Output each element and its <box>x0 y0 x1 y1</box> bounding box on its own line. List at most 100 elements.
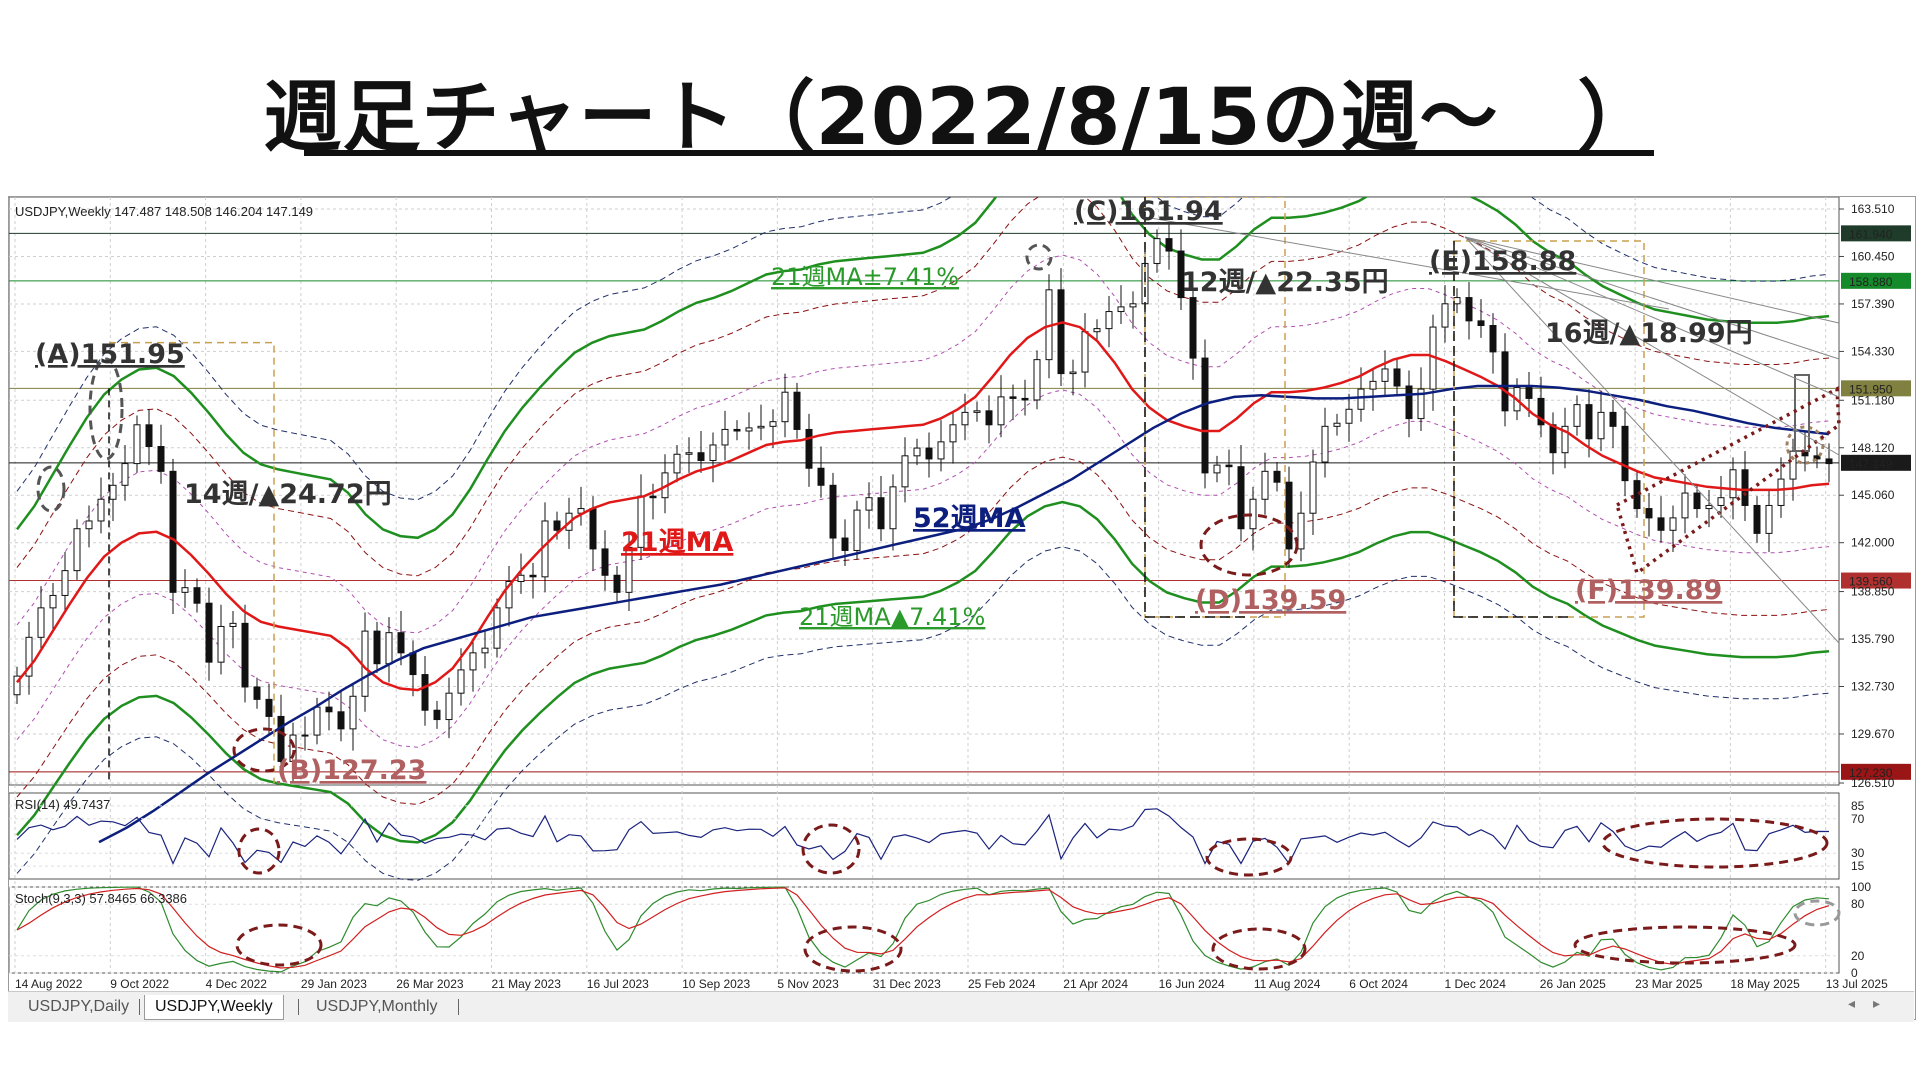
candle-body <box>517 574 525 582</box>
candle-body <box>1405 385 1413 420</box>
candle-body <box>313 706 321 736</box>
label-c-to-d: 12週/▲22.35円 <box>1181 267 1389 298</box>
marker-b <box>232 727 296 773</box>
stoch-marker <box>235 923 323 967</box>
annotation-e: (E)158.88 <box>1429 246 1576 277</box>
candle-body <box>805 428 813 469</box>
candle-body <box>1609 411 1617 427</box>
candle-body <box>601 548 609 576</box>
candle-body <box>1333 422 1341 427</box>
tab-separator <box>458 999 459 1015</box>
candle-body <box>793 391 801 430</box>
stoch-panel-frame <box>9 886 1840 974</box>
date-tick-label: 21 May 2023 <box>492 977 562 991</box>
label-ma52: 52週MA <box>913 503 1025 534</box>
level-label-bg <box>1841 572 1911 589</box>
chart-window[interactable]: 161.940 158.880 151.950 147.149 139.560 127.2… <box>8 196 1916 1022</box>
price-tick-label: 157.390 <box>1851 297 1895 311</box>
candle-body <box>505 580 513 609</box>
candle-body <box>1273 470 1281 483</box>
tab-usdjpy-weekly[interactable]: USDJPY,Weekly <box>144 995 284 1020</box>
candle-body <box>1705 504 1713 510</box>
date-tick-label: 29 Jan 2023 <box>301 977 367 991</box>
stoch-panel: 100 80 20 0 <box>9 880 1871 980</box>
candle-body <box>1033 359 1041 401</box>
candle-body <box>433 709 441 721</box>
label-ma21: 21週MA <box>621 527 733 558</box>
rsi-line <box>16 808 1830 865</box>
tab-usdjpy-daily[interactable]: USDJPY,Daily <box>28 998 130 1015</box>
candle-body <box>1261 470 1269 500</box>
candle-body <box>1813 455 1821 460</box>
candle-body <box>745 427 753 432</box>
candle-body <box>901 455 909 488</box>
price-tick-label: 148.120 <box>1851 441 1895 455</box>
candle-body <box>721 428 729 446</box>
level-label: 161.940 <box>1849 227 1893 241</box>
price-chart[interactable]: 161.940 158.880 151.950 147.149 139.560 127.2… <box>9 197 1915 991</box>
label-e-to-f: 16週/▲18.99円 <box>1545 318 1753 349</box>
candle-body <box>421 674 429 711</box>
candle-body <box>481 647 489 654</box>
candle-body <box>589 508 597 550</box>
stoch-tick-label: 100 <box>1851 880 1871 894</box>
candle-body <box>349 695 357 730</box>
marker-a <box>88 357 124 461</box>
candle-body <box>469 652 477 671</box>
candle-body <box>1693 492 1701 510</box>
candle-body <box>229 622 237 627</box>
candle-body <box>109 484 117 500</box>
date-tick-label: 25 Feb 2024 <box>968 977 1036 991</box>
trendline <box>1464 236 1840 360</box>
candle-body <box>829 484 837 539</box>
tab-usdjpy-monthly[interactable]: USDJPY,Monthly <box>316 998 438 1015</box>
moving-averages <box>16 321 1830 844</box>
candle-body <box>1009 396 1017 399</box>
rsi-marker <box>237 827 281 875</box>
candle-body <box>973 410 981 413</box>
candle-body <box>865 497 873 511</box>
candle-body <box>1573 404 1581 427</box>
candle-body <box>949 424 957 443</box>
date-tick-label: 4 Dec 2022 <box>206 977 268 991</box>
stoch-tick-label: 80 <box>1851 897 1865 911</box>
rsi-header: RSI(14) 49.7437 <box>15 797 110 812</box>
candle-body <box>1285 481 1293 550</box>
ma21-line <box>16 321 1830 692</box>
label-a-to-b: 14週/▲24.72円 <box>184 479 392 510</box>
rsi-marker <box>801 823 861 875</box>
candle-body <box>925 447 933 460</box>
symbol-tabbar: USDJPY,Daily USDJPY,Weekly USDJPY,Monthl… <box>8 991 1914 1022</box>
rsi-tick-label: 30 <box>1851 846 1865 860</box>
swing-line-c <box>1144 197 1249 618</box>
candle-body <box>1225 464 1233 468</box>
price-tick-label: 129.670 <box>1851 727 1895 741</box>
level-label: 151.950 <box>1849 382 1893 396</box>
candle-body <box>733 428 741 432</box>
level-label: 158.880 <box>1849 275 1893 289</box>
candle-body <box>1213 464 1221 474</box>
date-tick-label: 16 Jul 2023 <box>587 977 649 991</box>
candle-body <box>13 675 21 696</box>
price-tick-label: 154.330 <box>1851 344 1895 358</box>
date-tick-label: 9 Oct 2022 <box>110 977 169 991</box>
candle-body <box>709 444 717 461</box>
candle-body <box>1789 450 1797 480</box>
candle-body <box>1597 411 1605 440</box>
date-tick-label: 23 Mar 2025 <box>1635 977 1703 991</box>
candle-body <box>841 537 849 551</box>
stoch-marker <box>1211 927 1307 971</box>
marker-peak <box>1025 243 1053 271</box>
date-tick-label: 13 Jul 2025 <box>1826 977 1888 991</box>
stoch-d-line <box>16 887 1830 969</box>
price-tick-label: 126.510 <box>1851 776 1895 790</box>
candle-body <box>649 495 657 499</box>
candle-body <box>445 692 453 721</box>
price-tick-label: 142.000 <box>1851 536 1895 550</box>
candle-body <box>73 528 81 572</box>
price-tick-label: 132.730 <box>1851 680 1895 694</box>
tab-scroll-arrows[interactable]: ◂▸ <box>1847 996 1898 1012</box>
candle-body <box>625 546 633 593</box>
candle-body <box>1321 425 1329 463</box>
ma-band-line <box>16 254 1830 634</box>
